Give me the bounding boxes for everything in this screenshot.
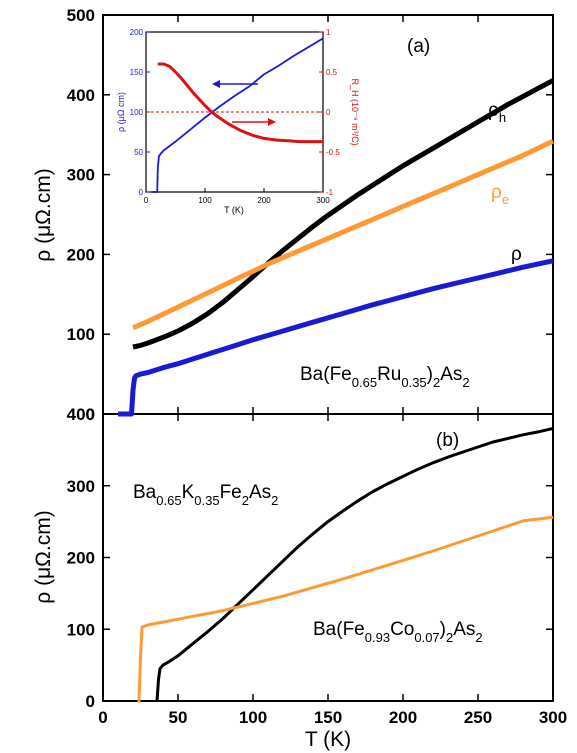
series-label-rho-h-sub: h <box>499 110 506 125</box>
ticks-a-ytick-label: 100 <box>67 325 95 344</box>
inset-arrow-right-head <box>268 118 276 126</box>
compound-b-k-part0: Ba <box>133 482 157 503</box>
ticks-b-ytick-label: 0 <box>86 692 95 711</box>
ticks-b-xtick-label: 100 <box>239 708 267 727</box>
series-label-rho-e-sub: e <box>502 192 509 207</box>
compound-b-co-sub1: 0.93 <box>365 630 390 645</box>
inset-ytick-left-label: 150 <box>130 68 144 77</box>
inset-y-title-right: R_H (10⁻⁹ m³/C) <box>350 78 360 145</box>
series-line-series-b-1 <box>137 515 554 703</box>
inset-ytick-left-label: 200 <box>130 28 144 37</box>
y-axis-title-a: ρ (μΩ.cm) <box>32 168 55 261</box>
series-line-series-a-2 <box>118 258 554 417</box>
panel-b-ticks: 0 50 100 150 200 250 300 0 100 200 300 400 <box>67 405 568 727</box>
inset-series-line-0 <box>151 37 324 193</box>
ticks-b-xtick-label: 0 <box>98 708 107 727</box>
compound-a-sub2: 0.35 <box>401 375 426 390</box>
inset-xtick-label: 300 <box>316 196 330 205</box>
inset-ytick-left-label: 50 <box>134 148 143 157</box>
ticks-b-ytick-label: 400 <box>67 405 95 424</box>
inset-ytick-right-label: 0.5 <box>326 68 338 77</box>
compound-b-co-part3: As <box>453 619 475 640</box>
inset-x-title: T (K) <box>224 205 244 215</box>
compound-b-co-sub4: 2 <box>475 630 482 645</box>
compound-a-sub1: 0.65 <box>352 375 377 390</box>
compound-b-co-label: Ba(Fe0.93Co0.07)2As2 <box>313 619 483 645</box>
compound-b-k-part2: Fe <box>220 482 242 503</box>
y-axis-title-b: ρ (μΩ.cm) <box>32 510 55 603</box>
series-label-rho: ρ <box>511 244 522 265</box>
panel-b-label: (b) <box>436 430 459 451</box>
inset-xtick-label: 100 <box>198 196 212 205</box>
panel-b-series <box>137 426 554 703</box>
ticks-a-ytick-label: 500 <box>67 6 95 25</box>
ticks-b-xtick-label: 50 <box>169 708 188 727</box>
compound-a-sub3: 2 <box>433 375 440 390</box>
compound-b-co-part1: Co <box>390 619 414 640</box>
ticks-b-ytick-label: 300 <box>67 477 95 496</box>
inset-y-title-left: ρ (μΩ cm) <box>116 92 126 132</box>
inset-ytick-right-label: 1 <box>326 28 331 37</box>
series-label-rho-h-main: ρ <box>488 100 499 121</box>
series-line-series-a-1 <box>132 138 555 331</box>
inset-ytick-right-label: -0.5 <box>326 148 340 157</box>
compound-b-k-part1: K <box>182 482 195 503</box>
compound-b-co-sub3: 2 <box>446 630 453 645</box>
panel-a-label: (a) <box>407 36 430 57</box>
ticks-b-xtick-label: 300 <box>539 708 567 727</box>
series-line-series-a-0 <box>132 78 555 350</box>
inset-ytick-right-label: -1 <box>326 188 334 197</box>
ticks-a-ytick-label: 200 <box>67 245 95 264</box>
ticks-b-xtick-label: 200 <box>389 708 417 727</box>
inset-xtick-label: 0 <box>144 196 149 205</box>
inset-arrow-left-head <box>212 80 220 88</box>
panel-a-series <box>118 78 555 417</box>
compound-a-part3: As <box>440 364 462 385</box>
inset-series <box>151 37 324 193</box>
compound-b-co-part0: Ba(Fe <box>313 619 365 640</box>
series-label-rho-e-main: ρ <box>491 182 502 203</box>
inset-ticks: 0 100 200 300 0 50 100 150 200 -1 -0.5 0 0.5 1 <box>130 28 341 205</box>
inset-series-line-1 <box>157 62 323 144</box>
compound-a-part2: ) <box>427 364 433 385</box>
ticks-b-xtick-label: 150 <box>314 708 342 727</box>
ticks-b-ytick-label: 200 <box>67 549 95 568</box>
compound-b-k-sub4: 2 <box>271 493 278 508</box>
compound-b-co-sub2: 0.07 <box>414 630 439 645</box>
ticks-a-ytick-label: 400 <box>67 86 95 105</box>
compound-b-k-sub2: 0.35 <box>194 493 219 508</box>
panel-b-frame <box>102 413 554 702</box>
compound-b-k-label: Ba0.65K0.35Fe2As2 <box>133 482 278 508</box>
compound-b-k-sub3: 2 <box>242 493 249 508</box>
x-axis-title: T (K) <box>305 728 351 751</box>
compound-a-part0: Ba(Fe <box>300 364 352 385</box>
series-line-series-b-0 <box>155 426 554 702</box>
ticks-b-ytick-label: 100 <box>67 620 95 639</box>
ticks-a-ytick-label: 300 <box>67 166 95 185</box>
ticks-b-xtick-label: 250 <box>464 708 492 727</box>
inset-ytick-left-label: 0 <box>139 188 144 197</box>
compound-a-part1: Ru <box>377 364 401 385</box>
series-label-rho-e: ρe <box>491 182 509 207</box>
inset-ytick-left-label: 100 <box>130 108 144 117</box>
ticks-a-ytick-label: 0 <box>86 405 95 424</box>
compound-a-sub4: 2 <box>462 375 469 390</box>
compound-b-k-part3: As <box>249 482 271 503</box>
inset-ytick-right-label: 0 <box>326 108 331 117</box>
compound-b-k-sub1: 0.65 <box>156 493 181 508</box>
compound-a-label: Ba(Fe0.65Ru0.35)2As2 <box>300 364 470 390</box>
inset-xtick-label: 200 <box>257 196 271 205</box>
compound-b-co-part2: ) <box>440 619 446 640</box>
series-label-rho-h: ρh <box>488 100 506 125</box>
